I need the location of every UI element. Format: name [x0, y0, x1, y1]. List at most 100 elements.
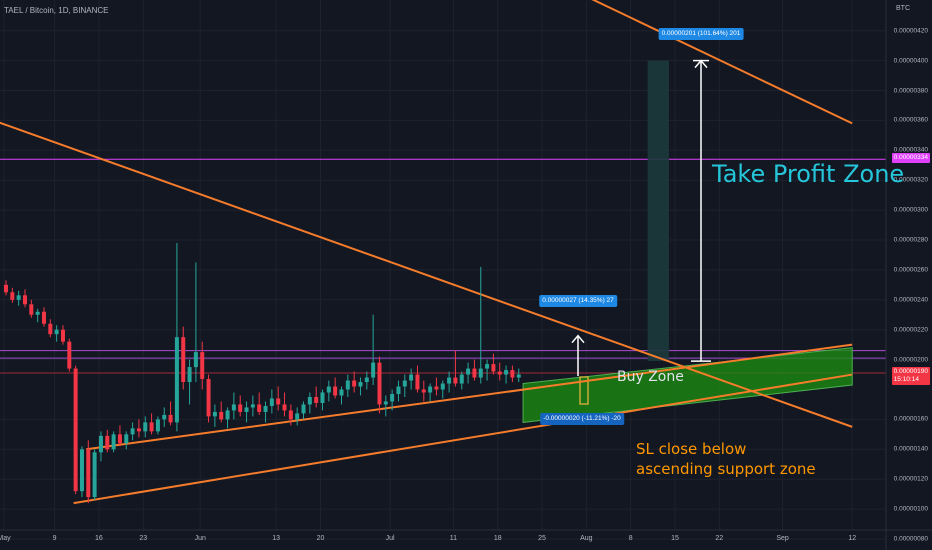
candle-body	[339, 389, 344, 396]
candle-body	[187, 367, 192, 383]
candle-body	[10, 292, 15, 300]
price-tick-label: 0.00000400	[893, 57, 928, 65]
trendline-top-descending[interactable]	[548, 0, 853, 125]
candle-body	[390, 393, 395, 402]
take-profit-zone-area[interactable]	[647, 60, 669, 362]
price-tick-label: 0.00000240	[893, 296, 928, 304]
candle-body	[168, 414, 173, 423]
time-tick-label: 11	[449, 535, 458, 542]
price-tick-label: 0.00000260	[893, 266, 928, 274]
take-profit-zone-label: Take Profit Zone	[712, 160, 905, 188]
candle-body	[155, 419, 160, 432]
candle-body	[459, 374, 464, 384]
candle-body	[288, 410, 293, 420]
price-tick-label: 0.00000420	[893, 27, 928, 35]
candle-body	[282, 404, 287, 411]
candle-body	[491, 364, 496, 372]
candle-body	[352, 380, 357, 387]
candle-body	[314, 396, 319, 403]
candle-body	[485, 364, 490, 369]
candle-body	[504, 370, 509, 375]
candle-body	[428, 386, 433, 393]
buy-zone-range-marker	[579, 376, 589, 405]
trendline-upper-descending[interactable]	[0, 113, 853, 428]
time-tick-label: Sep	[776, 535, 789, 542]
bar-countdown: 15:10:14	[893, 376, 919, 384]
pink-level-price-tag: 0.00000334	[891, 153, 930, 164]
candle-body	[396, 386, 401, 394]
trendline-lower-ascending[interactable]	[73, 373, 853, 505]
price-tick-label: 0.00000320	[893, 176, 928, 184]
last-price-tag: 0.00000190 15:10:14	[891, 367, 930, 386]
candle-body	[276, 398, 281, 405]
price-tick-label: 0.00000100	[893, 505, 928, 513]
candle-body	[257, 404, 262, 412]
time-tick-label: 22	[715, 535, 724, 542]
candle-body	[244, 407, 249, 412]
candle-body	[4, 284, 8, 293]
candle-body	[478, 368, 483, 378]
candle-body	[415, 374, 420, 390]
price-tick-label: 0.00000080	[893, 535, 928, 543]
price-tick-label: 0.00000340	[893, 146, 928, 154]
time-tick-label: 9	[52, 535, 57, 542]
stop-loss-note-line-2: ascending support zone	[636, 460, 816, 478]
time-tick-label: Jul	[385, 535, 395, 542]
candle-body	[250, 404, 255, 408]
candle-body	[364, 377, 369, 383]
candle-body	[219, 411, 224, 420]
measure-layer[interactable]	[571, 59, 711, 377]
time-tick-label: 8	[628, 535, 633, 542]
candle-body	[136, 428, 141, 432]
time-tick-label: Jun	[194, 535, 206, 542]
time-tick-label: 15	[671, 535, 679, 542]
candle-body	[124, 434, 129, 444]
candle-body	[206, 379, 211, 417]
candle-body	[60, 329, 65, 342]
price-tick-label: 0.00000120	[893, 475, 928, 483]
candle-body	[263, 405, 268, 412]
candle-body	[130, 428, 135, 435]
candle-body	[105, 435, 110, 450]
measure-arrow-head	[571, 334, 585, 344]
candle-body	[79, 449, 84, 492]
candle-body	[383, 401, 388, 405]
stop-loss-note: SL close below ascending support zone	[636, 439, 816, 479]
candle-body	[193, 352, 198, 368]
candle-body	[48, 323, 53, 335]
candle-body	[402, 380, 407, 387]
price-tick-label: 0.00000380	[893, 87, 928, 94]
candle-body	[111, 434, 116, 450]
measure-label-negative: -0.00000020 (-11.21%) -20	[540, 413, 624, 425]
candle-body	[117, 434, 122, 444]
price-tick-label: 0.00000200	[893, 356, 928, 364]
candle-body	[143, 422, 148, 432]
trendline-ascending-support[interactable]	[86, 343, 853, 451]
time-tick-label: 12	[848, 535, 857, 542]
trendline-layer[interactable]	[0, 0, 853, 505]
candle-body	[358, 382, 363, 387]
symbol-title: TAEL / Bitcoin, 1D, BINANCE	[4, 6, 109, 15]
candle-body	[73, 368, 78, 492]
candle-body	[149, 422, 154, 432]
candle-series	[4, 242, 521, 504]
candle-body	[98, 435, 103, 453]
candle-body	[516, 374, 521, 378]
candle-body	[371, 362, 376, 378]
candle-body	[67, 341, 72, 369]
candle-body	[86, 449, 91, 498]
candle-body	[447, 377, 452, 384]
time-tick-label: 20	[316, 535, 325, 542]
time-tick-label: 13	[272, 535, 281, 542]
currency-label: BTC	[896, 5, 910, 12]
price-tick-label: 0.00000140	[893, 445, 928, 453]
candle-body	[54, 329, 59, 335]
candle-body	[345, 380, 350, 390]
time-tick-label: 23	[139, 535, 148, 542]
time-tick-label: 16	[95, 535, 103, 542]
candle-body	[181, 337, 186, 383]
measure-label-large: 0.00000201 (101.64%) 201	[658, 28, 744, 40]
candle-body	[434, 386, 439, 390]
